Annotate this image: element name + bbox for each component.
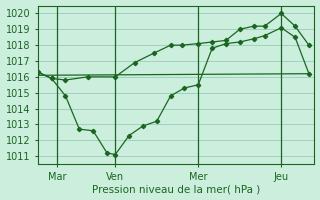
- X-axis label: Pression niveau de la mer( hPa ): Pression niveau de la mer( hPa ): [92, 184, 260, 194]
